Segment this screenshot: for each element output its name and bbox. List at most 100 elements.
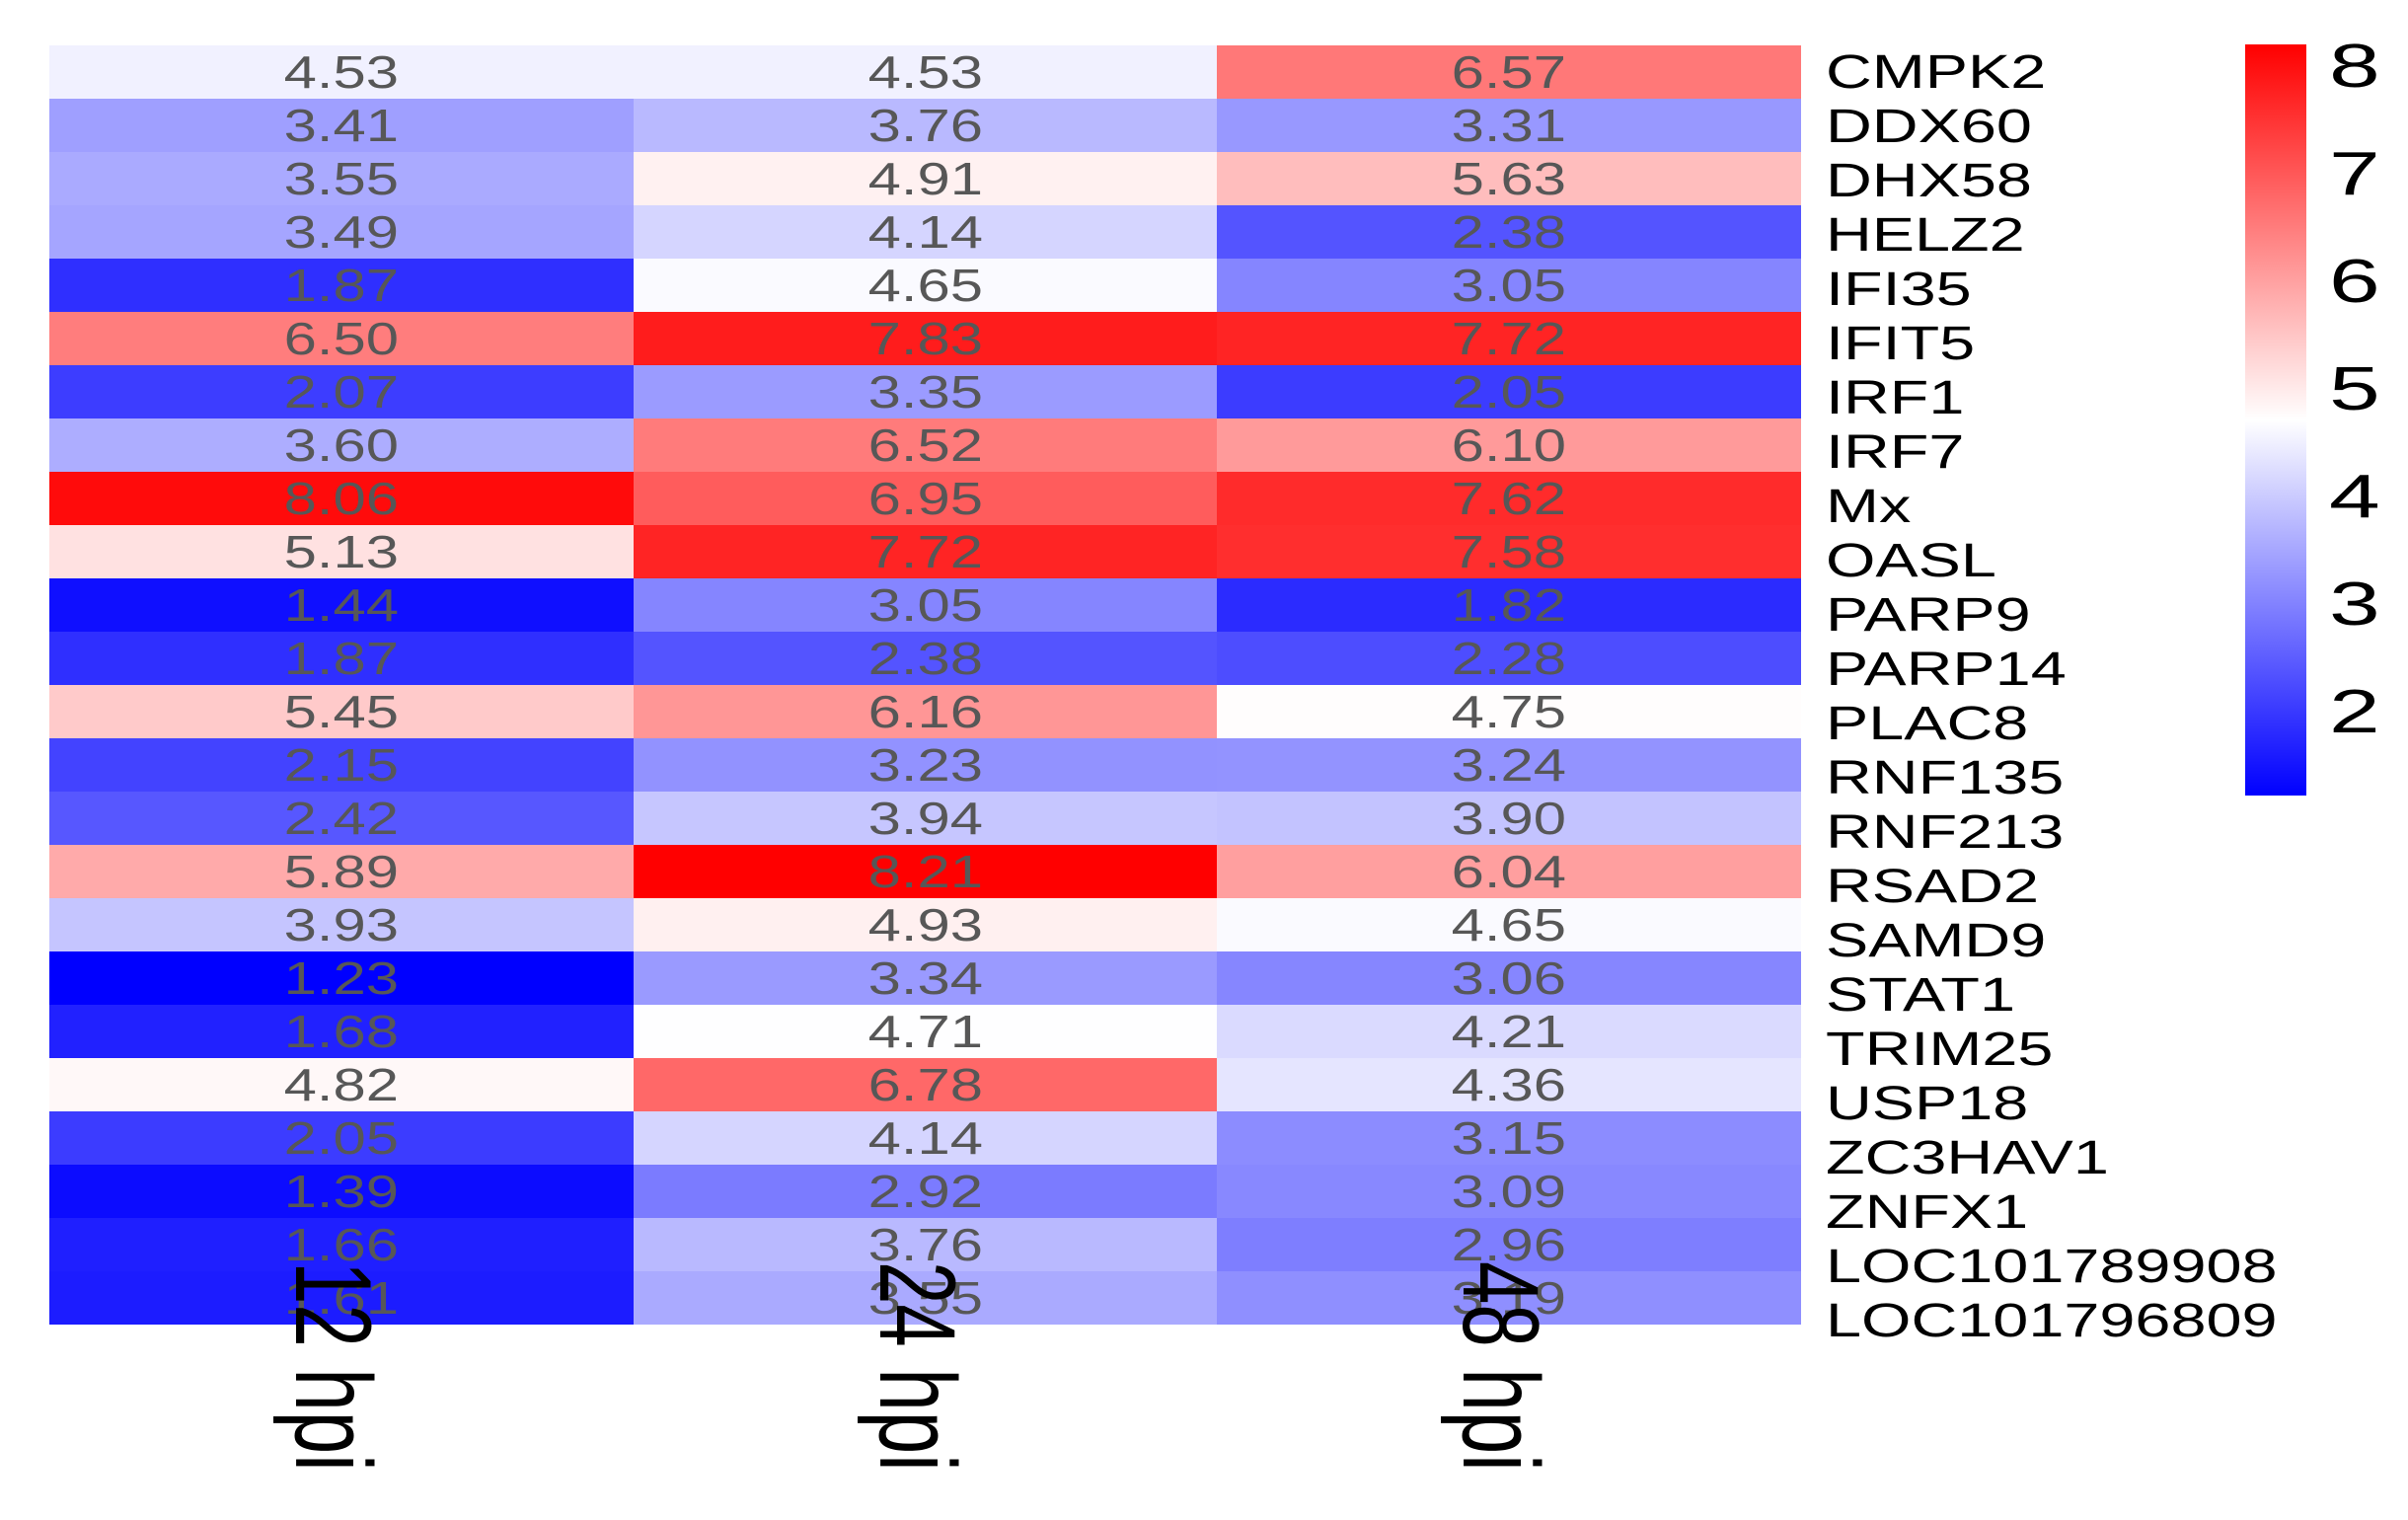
heatmap-cell: 3.76 xyxy=(633,1218,1218,1271)
gene-label: Mx xyxy=(1826,480,2378,534)
heatmap-cell: 2.28 xyxy=(1217,632,1801,685)
cell-value: 3.90 xyxy=(1451,793,1567,844)
cell-value: 3.23 xyxy=(867,739,983,791)
cell-value: 6.95 xyxy=(867,473,983,524)
heatmap-cell: 3.34 xyxy=(633,951,1218,1005)
cell-value: 7.72 xyxy=(867,526,983,577)
cell-value: 2.38 xyxy=(1451,206,1567,258)
cell-value: 3.55 xyxy=(283,153,400,204)
heatmap-cell: 3.93 xyxy=(49,898,634,951)
cell-value: 3.49 xyxy=(283,206,400,258)
cell-value: 5.63 xyxy=(1451,153,1567,204)
heatmap-cell: 4.71 xyxy=(633,1005,1218,1058)
gene-label: PLAC8 xyxy=(1826,697,2378,751)
cell-value: 3.15 xyxy=(1451,1112,1567,1164)
heatmap-cell: 5.13 xyxy=(49,525,634,578)
cell-value: 6.50 xyxy=(283,313,400,364)
cell-value: 3.60 xyxy=(283,419,400,471)
heatmap-cell: 2.38 xyxy=(633,632,1218,685)
cell-value: 4.91 xyxy=(867,153,983,204)
gene-label: DHX58 xyxy=(1826,154,2378,208)
heatmap-cell: 1.61 xyxy=(49,1271,634,1325)
cell-value: 3.19 xyxy=(1451,1272,1567,1324)
colorbar-tick-text: 2 xyxy=(2329,678,2380,747)
colorbar-tick-label: 8 xyxy=(2329,36,2380,98)
gene-label: DDX60 xyxy=(1826,100,2378,154)
colorbar-tick-text: 3 xyxy=(2329,570,2380,640)
heatmap-cell: 3.09 xyxy=(1217,1165,1801,1218)
cell-value: 6.16 xyxy=(867,686,983,737)
cell-value: 4.65 xyxy=(1451,899,1567,950)
cell-value: 5.89 xyxy=(283,846,400,897)
colorbar-tick-label: 5 xyxy=(2329,358,2380,420)
heatmap-cell: 7.72 xyxy=(1217,312,1801,365)
cell-value: 3.35 xyxy=(867,366,983,418)
gene-label: LOC101789908 xyxy=(1826,1240,2378,1294)
cell-value: 1.23 xyxy=(283,952,400,1004)
gene-label-text: HELZ2 xyxy=(1826,209,2025,262)
cell-value: 3.34 xyxy=(867,952,983,1004)
heatmap-cell: 3.35 xyxy=(633,365,1218,418)
cell-value: 4.14 xyxy=(867,206,983,258)
heatmap-cell: 1.44 xyxy=(49,578,634,632)
cell-value: 2.38 xyxy=(867,633,983,684)
gene-label-text: IFI35 xyxy=(1826,264,1972,316)
heatmap-cell: 3.05 xyxy=(1217,259,1801,312)
colorbar-tick-text: 4 xyxy=(2329,462,2380,531)
heatmap-cell: 2.92 xyxy=(633,1165,1218,1218)
cell-value: 4.93 xyxy=(867,899,983,950)
cell-value: 4.36 xyxy=(1451,1059,1567,1110)
gene-label: LOC101796809 xyxy=(1826,1294,2378,1348)
gene-label: STAT1 xyxy=(1826,968,2378,1023)
heatmap-cell: 4.21 xyxy=(1217,1005,1801,1058)
heatmap-cell: 3.90 xyxy=(1217,792,1801,845)
cell-value: 3.05 xyxy=(867,579,983,631)
gene-label: RSAD2 xyxy=(1826,860,2378,914)
heatmap-cell: 3.15 xyxy=(1217,1111,1801,1165)
cell-value: 1.68 xyxy=(283,1006,400,1057)
heatmap-cell: 6.78 xyxy=(633,1058,1218,1111)
cell-value: 4.53 xyxy=(867,46,983,98)
heatmap-cell: 4.14 xyxy=(633,1111,1218,1165)
gene-label: IFI35 xyxy=(1826,263,2378,317)
cell-value: 2.42 xyxy=(283,793,400,844)
heatmap-cell: 6.57 xyxy=(1217,45,1801,99)
heatmap-cell: 3.41 xyxy=(49,99,634,152)
heatmap-cell: 6.95 xyxy=(633,472,1218,525)
heatmap-cell: 5.89 xyxy=(49,845,634,898)
heatmap-cell: 1.39 xyxy=(49,1165,634,1218)
heatmap-cell: 6.16 xyxy=(633,685,1218,738)
cell-value: 1.87 xyxy=(283,260,400,311)
colorbar-tick-label: 4 xyxy=(2329,466,2380,528)
heatmap-cell: 6.50 xyxy=(49,312,634,365)
heatmap-cell: 5.63 xyxy=(1217,152,1801,205)
gene-label-text: PLAC8 xyxy=(1826,698,2029,750)
heatmap-cell: 7.72 xyxy=(633,525,1218,578)
colorbar-tick-text: 7 xyxy=(2329,139,2380,208)
cell-value: 1.87 xyxy=(283,633,400,684)
cell-value: 2.07 xyxy=(283,366,400,418)
gene-label-text: LOC101789908 xyxy=(1826,1241,2278,1293)
heatmap-cell: 3.05 xyxy=(633,578,1218,632)
cell-value: 3.31 xyxy=(1451,100,1567,151)
cell-value: 4.21 xyxy=(1451,1006,1567,1057)
cell-value: 3.05 xyxy=(1451,260,1567,311)
heatmap-cell: 4.53 xyxy=(633,45,1218,99)
heatmap-cell: 4.91 xyxy=(633,152,1218,205)
colorbar-tick-label: 3 xyxy=(2329,574,2380,636)
heatmap-cell: 4.75 xyxy=(1217,685,1801,738)
gene-label-text: DHX58 xyxy=(1826,155,2032,207)
gene-row-labels: CMPK2 DDX60 DHX58 HELZ2 IFI35 IFIT5 IRF1 IRF7 Mx… xyxy=(1826,45,2378,1347)
gene-label-text: CMPK2 xyxy=(1826,46,2047,99)
gene-label-text: STAT1 xyxy=(1826,969,2016,1022)
cell-value: 6.78 xyxy=(867,1059,983,1110)
heatmap-cell: 2.05 xyxy=(1217,365,1801,418)
cell-value: 7.58 xyxy=(1451,526,1567,577)
cell-value: 6.04 xyxy=(1451,846,1567,897)
cell-value: 4.82 xyxy=(283,1059,400,1110)
heatmap-cell: 2.07 xyxy=(49,365,634,418)
heatmap-cell: 4.53 xyxy=(49,45,634,99)
gene-label: IRF1 xyxy=(1826,371,2378,425)
cell-value: 5.45 xyxy=(283,686,400,737)
cell-value: 6.10 xyxy=(1451,419,1567,471)
